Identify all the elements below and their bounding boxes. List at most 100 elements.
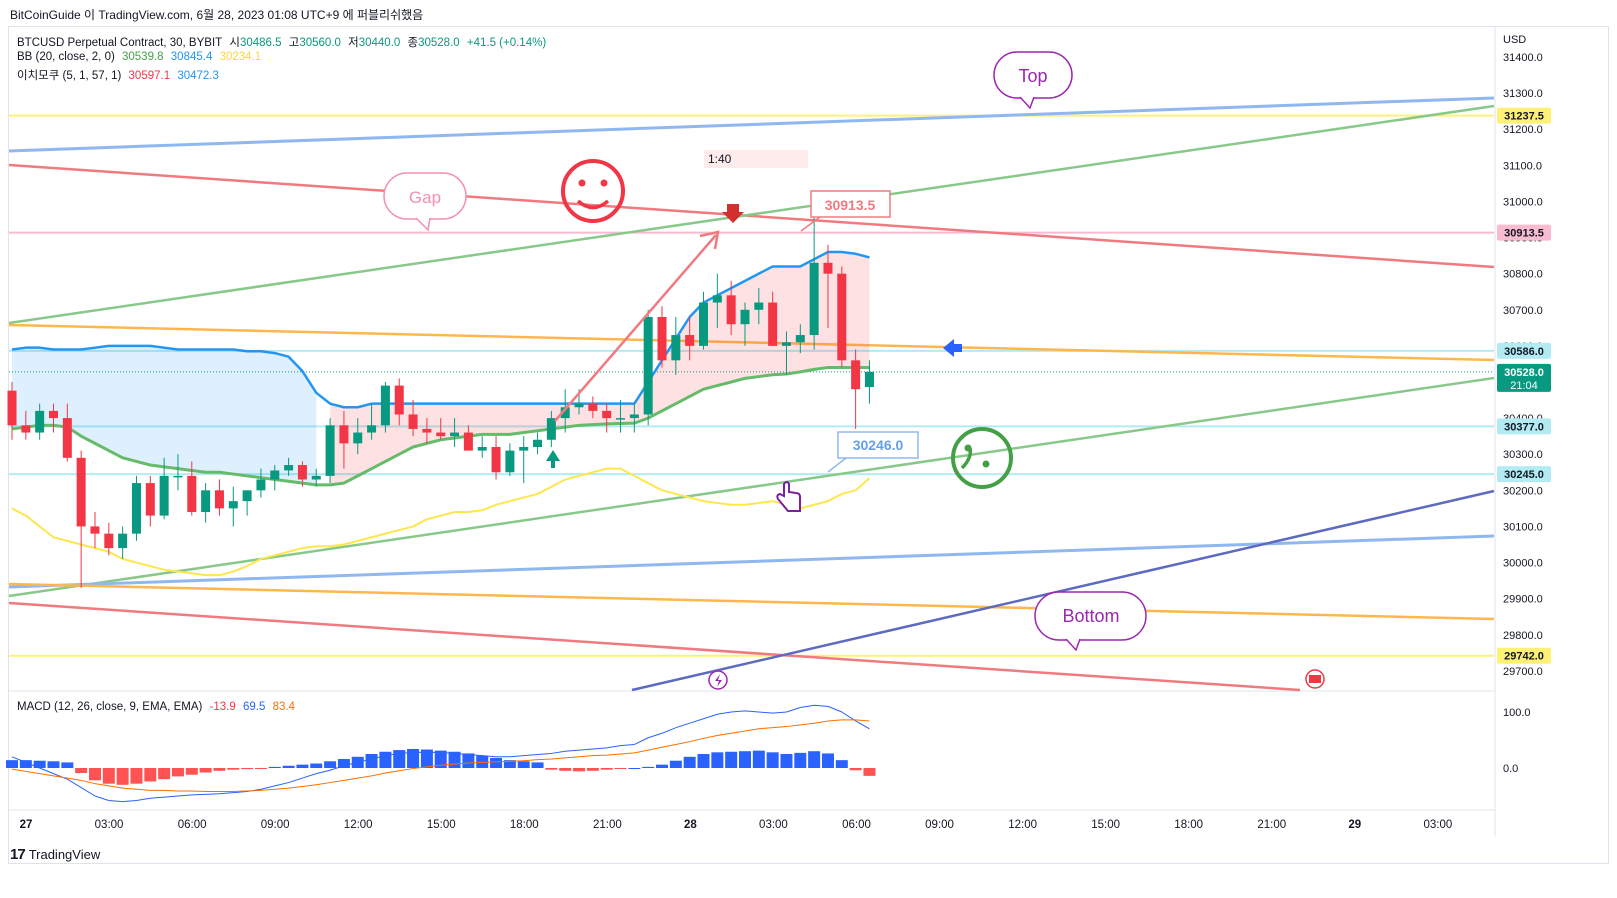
macd-signal-value: 83.4 <box>272 701 295 713</box>
macd-hist-bar-26 <box>365 754 378 768</box>
macd-hist-bar-37 <box>517 761 530 768</box>
candle-body-1 <box>21 425 31 433</box>
close-value: 30528.0 <box>418 37 460 49</box>
trendline-upper-green <box>8 104 1495 325</box>
macd-hist-bar-9 <box>130 768 143 784</box>
candle-body-19 <box>270 470 280 480</box>
price-label-4: 30377.0 <box>1504 421 1544 433</box>
price-tick-31300: 31300.0 <box>1503 88 1543 100</box>
candle-body-14 <box>201 490 211 512</box>
tradingview-logo-icon[interactable]: 17 <box>10 846 26 863</box>
price-callout-30246-text: 30246.0 <box>853 437 904 453</box>
bottom-callout-tail <box>1065 638 1081 652</box>
ichimoku-label[interactable]: 이치모쿠 (5, 1, 57, 1) <box>17 70 122 82</box>
ichimoku-b-value: 30472.3 <box>177 70 219 82</box>
macd-hist-bar-7 <box>102 768 115 784</box>
high-label: 고 <box>288 37 300 49</box>
trendline-top-blue <box>8 96 1495 153</box>
price-label-0: 31237.5 <box>1504 111 1544 123</box>
candle-body-3 <box>48 410 58 419</box>
time-tick-14: 18:00 <box>1174 819 1203 831</box>
macd-hist-bar-10 <box>144 768 157 782</box>
candle-body-28 <box>394 385 404 415</box>
macd-tick-0: 0.0 <box>1503 763 1518 775</box>
chart-frame[interactable] <box>8 26 1609 864</box>
candle-body-31 <box>436 432 446 437</box>
price-tick-30200: 30200.0 <box>1503 485 1543 497</box>
confused-face-icon <box>951 427 1013 489</box>
macd-hist-bar-52 <box>725 751 738 768</box>
candle-body-48 <box>671 335 681 361</box>
gap-callout-tail <box>415 217 431 232</box>
high-value: 30560.0 <box>299 37 341 49</box>
macd-hist-bar-13 <box>185 768 198 775</box>
bb-legend: BB (20, close, 2, 0) 30539.8 30845.4 302… <box>17 51 265 63</box>
price-label-1: 30913.5 <box>1504 228 1544 240</box>
macd-hist-bar-5 <box>75 768 88 774</box>
candle-body-6 <box>90 526 100 534</box>
time-tick-5: 15:00 <box>427 819 456 831</box>
trendline-bottom-red <box>8 601 1301 692</box>
candle-body-2 <box>35 410 45 433</box>
candle-body-51 <box>712 295 722 303</box>
macd-hist-bar-8 <box>116 768 129 785</box>
price-callout-30246-pointer <box>827 457 847 473</box>
open-value: 30486.5 <box>239 37 282 49</box>
candle-body-5 <box>76 457 86 527</box>
price-tick-29800: 29800.0 <box>1503 630 1543 642</box>
us-flag-stripes <box>1309 675 1321 683</box>
time-tick-10: 06:00 <box>842 819 871 831</box>
macd-hist-bar-59 <box>821 753 834 768</box>
candle-body-46 <box>643 316 653 415</box>
macd-label[interactable]: MACD (12, 26, close, 9, EMA, EMA) <box>17 701 203 713</box>
symbol-legend: BTCUSD Perpetual Contract, 30, BYBIT 시30… <box>17 34 550 50</box>
macd-hist-bar-16 <box>227 768 240 770</box>
price-label-countdown: 21:04 <box>1510 380 1538 392</box>
time-tick-7: 21:00 <box>593 819 622 831</box>
price-tick-29900: 29900.0 <box>1503 594 1543 606</box>
time-tick-15: 21:00 <box>1257 819 1286 831</box>
price-tick-30800: 30800.0 <box>1503 269 1543 281</box>
bb-label[interactable]: BB (20, close, 2, 0) <box>17 51 115 63</box>
macd-hist-bar-14 <box>199 768 212 773</box>
candle-body-23 <box>325 425 335 476</box>
candle-body-13 <box>187 475 197 512</box>
price-tick-31400: 31400.0 <box>1503 52 1543 64</box>
candle-body-10 <box>145 483 155 516</box>
candle-body-58 <box>809 262 819 336</box>
macd-hist-bar-45 <box>628 768 641 769</box>
candle-body-53 <box>740 309 750 325</box>
footer: 17 TradingView <box>10 846 100 863</box>
candle-body-57 <box>795 335 805 343</box>
confused-mouth <box>960 447 973 470</box>
candle-body-26 <box>367 425 377 433</box>
candle-body-20 <box>284 465 294 471</box>
macd-hist-bar-40 <box>559 768 572 771</box>
price-callout-30913-box <box>810 190 891 218</box>
trendline-lower-green <box>8 376 1495 598</box>
projection-arrow-head <box>699 230 720 250</box>
macd-hist-bar-27 <box>379 751 392 768</box>
candle-body-0 <box>7 390 17 426</box>
candle-body-7 <box>104 533 114 549</box>
top-callout-tail <box>1019 96 1035 110</box>
candle-body-43 <box>602 410 612 419</box>
macd-hist-bar-35 <box>490 757 503 768</box>
trendline-navy <box>631 489 1495 692</box>
macd-hist-bar-53 <box>738 751 751 768</box>
candle-body-32 <box>450 432 460 437</box>
candle-body-25 <box>353 432 363 444</box>
footer-brand[interactable]: TradingView <box>28 847 101 862</box>
candle-body-59 <box>823 262 833 274</box>
candle-body-44 <box>616 418 626 420</box>
candle-body-8 <box>118 533 128 549</box>
candle-body-60 <box>837 273 847 361</box>
candle-body-38 <box>533 439 543 447</box>
candle-body-47 <box>657 316 667 361</box>
symbol-title[interactable]: BTCUSD Perpetual Contract, 30, BYBIT <box>17 37 223 49</box>
candle-body-17 <box>242 490 252 502</box>
candle-body-49 <box>685 335 695 346</box>
macd-hist-bar-22 <box>310 763 323 768</box>
candle-body-39 <box>546 418 556 440</box>
